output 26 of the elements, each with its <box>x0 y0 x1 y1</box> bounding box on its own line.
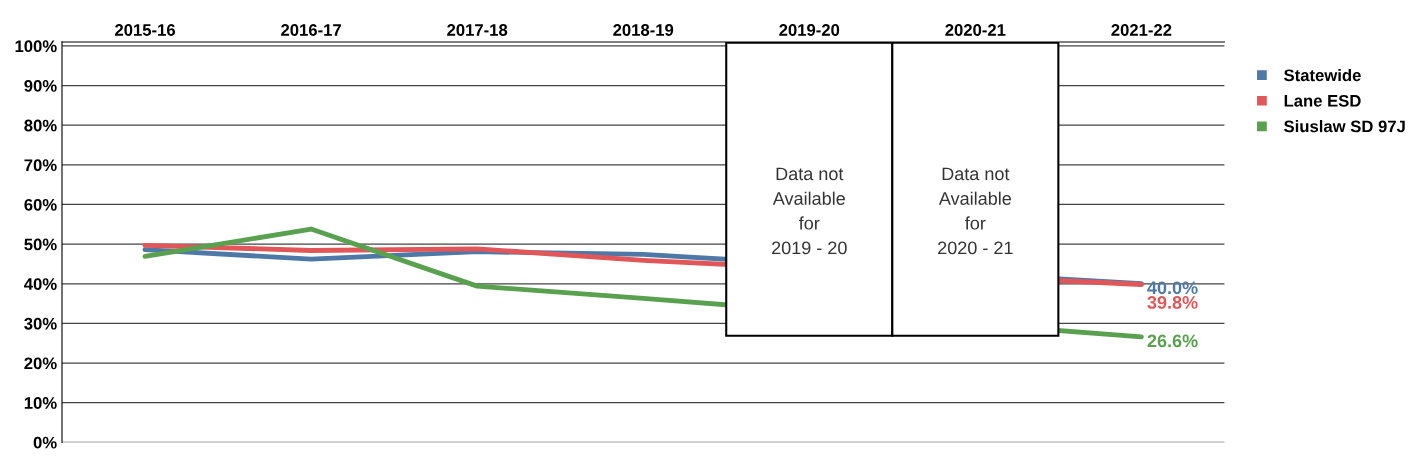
x-tick-label: 2019-20 <box>779 24 840 36</box>
legend-label: Siuslaw SD 97J <box>1284 120 1405 133</box>
data-label: 39.8% <box>1147 296 1198 309</box>
y-tick-label: 20% <box>24 357 57 370</box>
x-tick-label: 2021-22 <box>1111 24 1172 36</box>
data-label: 40.0% <box>1147 281 1198 295</box>
y-tick-label: 40% <box>24 278 57 290</box>
y-tick-label: 90% <box>24 79 57 92</box>
y-tick-label: 70% <box>24 159 57 172</box>
y-tick-label: 30% <box>24 317 57 330</box>
x-tick-label: 2017-18 <box>447 24 508 36</box>
y-tick-label: 60% <box>24 198 57 211</box>
x-tick-label: 2015-16 <box>115 24 176 36</box>
y-tick-label: 80% <box>24 119 57 132</box>
legend-label: Statewide <box>1284 68 1361 82</box>
legend-label: Lane ESD <box>1284 94 1361 107</box>
annotation: Data not Available for 2019 - 20 <box>772 167 847 255</box>
y-tick-label: 0% <box>33 436 57 449</box>
y-tick-label: 100% <box>15 40 57 53</box>
y-tick-label: 10% <box>24 397 57 409</box>
x-tick-label: 2020-21 <box>945 24 1006 36</box>
x-tick-label: 2018-19 <box>613 24 674 36</box>
x-tick-label: 2016-17 <box>281 24 341 36</box>
y-tick-label: 50% <box>24 238 57 251</box>
data-label: 26.6% <box>1147 334 1198 348</box>
annotation: Data not Available for 2020 - 21 <box>938 167 1013 255</box>
